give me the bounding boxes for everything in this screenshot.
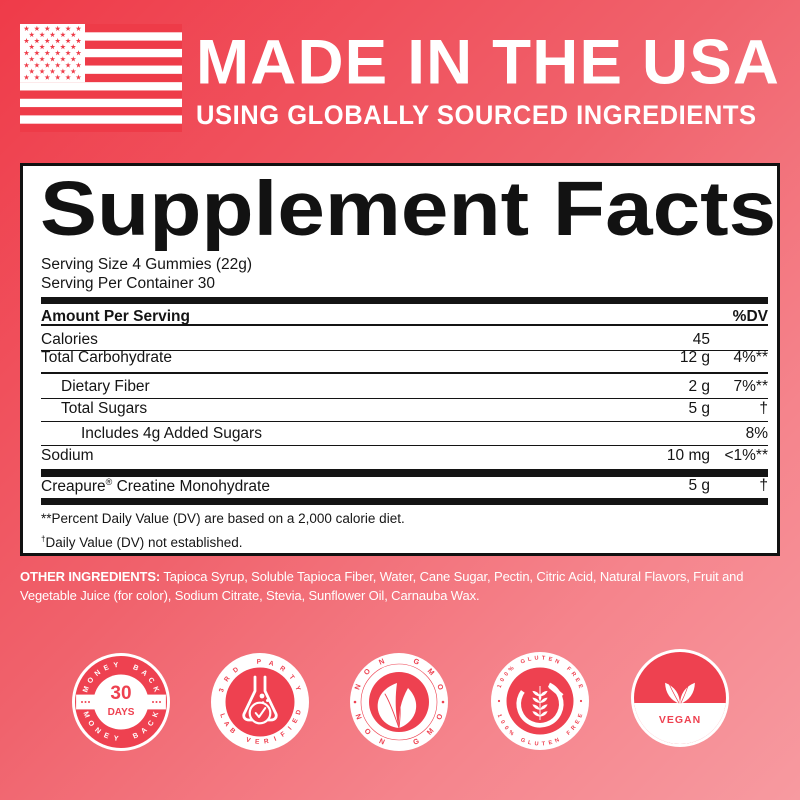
svg-text:U: U xyxy=(534,741,539,747)
svg-text:DAYS: DAYS xyxy=(108,707,135,718)
svg-text:VEGAN: VEGAN xyxy=(659,714,701,726)
svg-text:30: 30 xyxy=(110,683,131,704)
svg-text:P: P xyxy=(257,659,262,666)
svg-text:U: U xyxy=(534,655,539,661)
